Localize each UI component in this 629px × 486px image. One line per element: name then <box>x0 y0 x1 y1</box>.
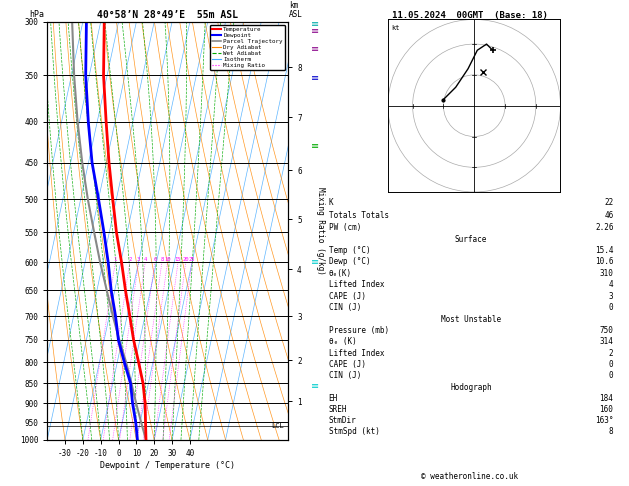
Text: kt: kt <box>391 25 400 31</box>
Text: 310: 310 <box>599 269 613 278</box>
Text: PW (cm): PW (cm) <box>329 223 361 232</box>
Text: 3: 3 <box>137 258 140 262</box>
Text: 6: 6 <box>153 258 157 262</box>
Text: 2.26: 2.26 <box>595 223 613 232</box>
Legend: Temperature, Dewpoint, Parcel Trajectory, Dry Adiabat, Wet Adiabat, Isotherm, Mi: Temperature, Dewpoint, Parcel Trajectory… <box>210 25 285 70</box>
Text: Most Unstable: Most Unstable <box>441 314 501 324</box>
Text: Lifted Index: Lifted Index <box>329 280 384 289</box>
Text: ≡: ≡ <box>311 258 320 267</box>
Text: K: K <box>329 198 333 208</box>
Text: ≡: ≡ <box>311 26 320 35</box>
Text: Dewp (°C): Dewp (°C) <box>329 258 370 266</box>
Text: θₑ(K): θₑ(K) <box>329 269 352 278</box>
Text: 0: 0 <box>609 360 613 369</box>
Text: 22: 22 <box>604 198 613 208</box>
Text: ≡: ≡ <box>311 382 320 391</box>
Text: CAPE (J): CAPE (J) <box>329 360 365 369</box>
Text: 2: 2 <box>609 348 613 358</box>
Text: ≡: ≡ <box>311 140 320 151</box>
Text: 15: 15 <box>175 258 181 262</box>
Text: StmDir: StmDir <box>329 416 357 425</box>
Text: ≡: ≡ <box>311 18 320 29</box>
Text: 4: 4 <box>609 280 613 289</box>
Text: Lifted Index: Lifted Index <box>329 348 384 358</box>
Text: CAPE (J): CAPE (J) <box>329 292 365 301</box>
Text: 8: 8 <box>609 427 613 436</box>
Text: 0: 0 <box>609 303 613 312</box>
Text: 46: 46 <box>604 210 613 220</box>
Text: km
ASL: km ASL <box>289 1 303 19</box>
Text: CIN (J): CIN (J) <box>329 303 361 312</box>
Text: 25: 25 <box>189 258 195 262</box>
Text: 0: 0 <box>609 371 613 381</box>
Text: 750: 750 <box>599 326 613 335</box>
Text: 11.05.2024  00GMT  (Base: 18): 11.05.2024 00GMT (Base: 18) <box>392 11 547 20</box>
Text: 10: 10 <box>164 258 170 262</box>
Text: EH: EH <box>329 394 338 403</box>
Text: SREH: SREH <box>329 405 347 414</box>
Text: 314: 314 <box>599 337 613 347</box>
X-axis label: Dewpoint / Temperature (°C): Dewpoint / Temperature (°C) <box>100 461 235 469</box>
Text: 163°: 163° <box>595 416 613 425</box>
Text: hPa: hPa <box>29 10 44 19</box>
Text: ≡: ≡ <box>311 44 320 54</box>
Text: © weatheronline.co.uk: © weatheronline.co.uk <box>421 472 518 481</box>
Title: 40°58’N 28°49’E  55m ASL: 40°58’N 28°49’E 55m ASL <box>97 10 238 20</box>
Text: Temp (°C): Temp (°C) <box>329 246 370 255</box>
Text: 15.4: 15.4 <box>595 246 613 255</box>
Text: Hodograph: Hodograph <box>450 382 492 392</box>
Text: LCL: LCL <box>272 423 284 429</box>
Text: 3: 3 <box>609 292 613 301</box>
Text: 4: 4 <box>143 258 147 262</box>
Text: Totals Totals: Totals Totals <box>329 210 389 220</box>
Text: CIN (J): CIN (J) <box>329 371 361 381</box>
Text: 20: 20 <box>182 258 189 262</box>
Text: 160: 160 <box>599 405 613 414</box>
Text: 2: 2 <box>128 258 131 262</box>
Text: 184: 184 <box>599 394 613 403</box>
Text: Surface: Surface <box>455 235 487 243</box>
Text: StmSpd (kt): StmSpd (kt) <box>329 427 379 436</box>
Text: ≡: ≡ <box>311 73 320 83</box>
Text: θₑ (K): θₑ (K) <box>329 337 357 347</box>
Text: 1: 1 <box>114 258 117 262</box>
Text: Pressure (mb): Pressure (mb) <box>329 326 389 335</box>
Y-axis label: Mixing Ratio (g/kg): Mixing Ratio (g/kg) <box>316 187 325 275</box>
Text: 10.6: 10.6 <box>595 258 613 266</box>
Text: 8: 8 <box>160 258 164 262</box>
